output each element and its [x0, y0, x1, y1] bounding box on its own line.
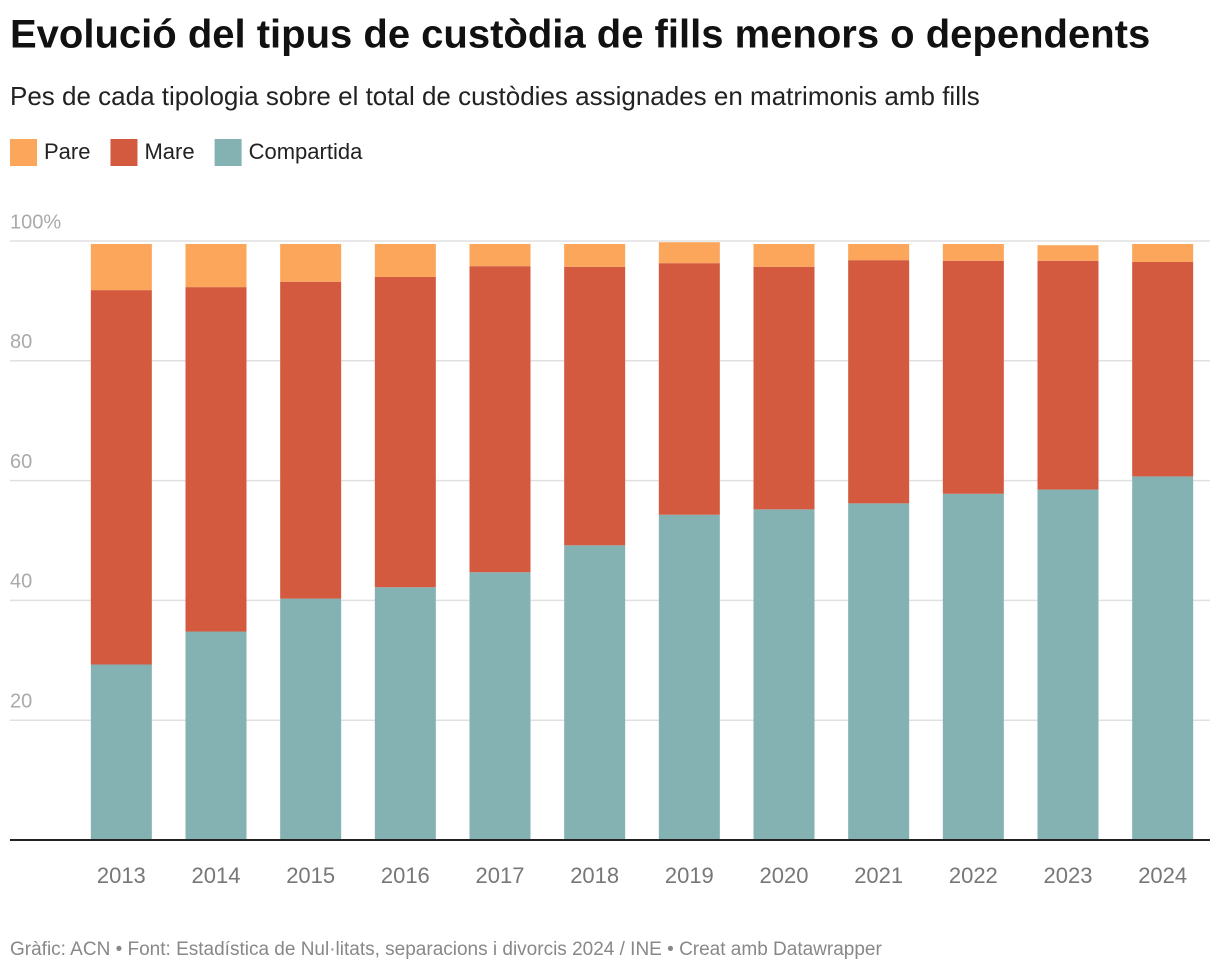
- bar-segment: [374, 587, 436, 840]
- bar-segment: [1037, 245, 1099, 261]
- y-tick-label: 20: [10, 690, 32, 712]
- bar-segment: [280, 598, 342, 840]
- bar-segment: [90, 664, 152, 840]
- bar-segment: [848, 260, 910, 504]
- legend-swatch: [214, 139, 242, 166]
- y-tick-label: 60: [10, 451, 32, 473]
- y-tick-label: 80: [10, 331, 32, 353]
- x-tick-label: 2020: [760, 863, 809, 888]
- chart-title: Evolució del tipus de custòdia de fills …: [10, 13, 1150, 57]
- bar-segment: [942, 260, 1004, 494]
- bar-segment: [1037, 489, 1099, 840]
- bar-segment: [658, 242, 720, 264]
- bar-segment: [1132, 243, 1194, 262]
- bar-segment: [185, 287, 247, 632]
- x-tick-label: 2019: [665, 863, 714, 888]
- x-tick-label: 2014: [192, 863, 241, 888]
- bar-segment: [1132, 476, 1194, 840]
- bar-segment: [1132, 261, 1194, 477]
- bar-segment: [185, 243, 247, 288]
- bar-segment: [753, 509, 815, 840]
- bar-segment: [848, 243, 910, 261]
- x-tick-label: 2021: [854, 863, 903, 888]
- bar-segment: [564, 243, 626, 267]
- bar-segment: [185, 631, 247, 840]
- y-tick-label: 40: [10, 571, 32, 593]
- bar-segment: [374, 276, 436, 588]
- legend-label: Pare: [44, 139, 90, 164]
- legend-swatch: [10, 139, 37, 166]
- bar-segment: [280, 243, 342, 282]
- bar-segment: [753, 266, 815, 510]
- x-tick-label: 2022: [949, 863, 998, 888]
- x-tick-label: 2017: [476, 863, 525, 888]
- x-tick-label: 2023: [1044, 863, 1093, 888]
- bar-segment: [564, 266, 626, 546]
- bar-segment: [658, 263, 720, 515]
- bar-segment: [564, 545, 626, 840]
- x-tick-label: 2024: [1138, 863, 1187, 888]
- chart-subtitle: Pes de cada tipologia sobre el total de …: [10, 81, 980, 111]
- bar-segment: [90, 243, 152, 291]
- x-tick-label: 2013: [97, 863, 146, 888]
- bar-segment: [469, 243, 531, 267]
- bar-segment: [753, 243, 815, 267]
- bar-segment: [469, 572, 531, 840]
- x-tick-label: 2018: [570, 863, 619, 888]
- legend-label: Mare: [144, 139, 194, 164]
- bar-segment: [942, 243, 1004, 261]
- source-note: Gràfic: ACN • Font: Estadística de Nul·l…: [10, 939, 882, 960]
- bar-segment: [374, 243, 436, 277]
- y-tick-label: 100%: [10, 211, 61, 233]
- x-tick-label: 2015: [286, 863, 335, 888]
- bar-segment: [658, 514, 720, 840]
- bar-segment: [90, 290, 152, 665]
- legend-label: Compartida: [249, 139, 363, 164]
- bar-segment: [280, 281, 342, 599]
- bar-segment: [848, 503, 910, 840]
- x-tick-label: 2016: [381, 863, 430, 888]
- bar-segment: [942, 493, 1004, 840]
- bar-segment: [469, 266, 531, 573]
- legend-swatch: [110, 139, 138, 166]
- bar-segment: [1037, 260, 1099, 490]
